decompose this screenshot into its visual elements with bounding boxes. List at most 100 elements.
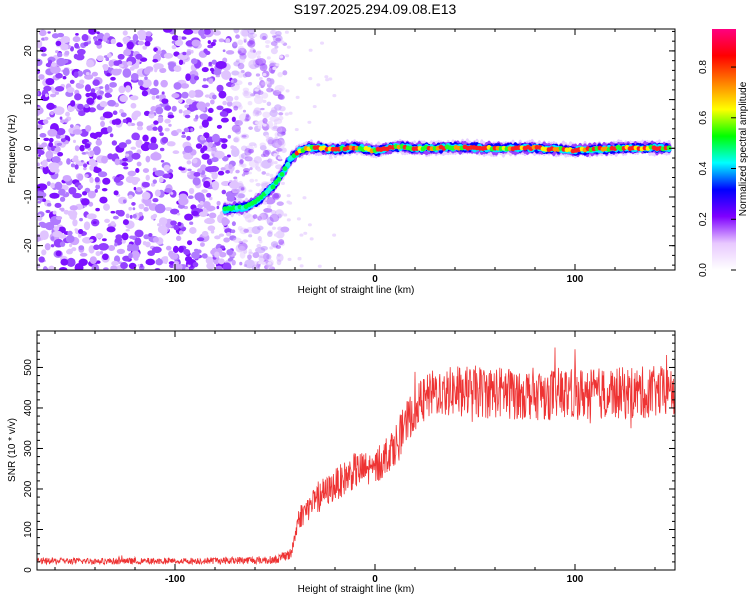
spectrogram-noise-blob (261, 81, 268, 86)
spectrogram-noise-blob (171, 44, 177, 50)
spectrogram-noise-blob (261, 159, 272, 169)
spectrogram-noise-blob (160, 159, 165, 163)
spectrogram-noise-blob (125, 213, 130, 219)
spectrogram-noise-blob (264, 40, 271, 44)
spectrogram-noise-blob (248, 234, 253, 238)
spectrogram-noise-blob (221, 70, 232, 80)
spectrogram-noise-blob (238, 154, 245, 161)
spectrogram-noise-blob (103, 203, 110, 211)
spectrogram-noise-blob (168, 250, 174, 258)
spectrogram-noise-blob (52, 230, 63, 238)
spectrogram-noise-blob (136, 121, 144, 127)
spectrogram-noise-blob (281, 147, 287, 153)
spectrogram-noise-blob (114, 118, 122, 125)
spectrogram-noise-blob (206, 192, 212, 198)
spectrogram-noise-blob (207, 107, 214, 114)
spectrogram-noise-blob (244, 148, 252, 156)
spectrogram-noise-blob (247, 148, 251, 153)
colorbar-tick-label: 0.6 (698, 110, 709, 124)
spectrogram-noise-blob (173, 65, 182, 72)
spectrogram-noise-blob (171, 40, 176, 44)
spectrogram-noise-blob (302, 196, 307, 200)
spectrogram-noise-blob (129, 95, 139, 101)
spectrogram-noise-blob (74, 93, 82, 101)
spectrogram-noise-blob (278, 115, 284, 121)
spectrogram-noise-blob (230, 229, 236, 234)
spectrogram-noise-blob (262, 35, 267, 40)
spectrogram-noise-blob (248, 37, 255, 45)
spectrogram-noise-blob (38, 256, 45, 263)
spectrogram-noise-blob (58, 266, 68, 270)
spectrogram-noise-blob (272, 66, 277, 70)
spectrogram-noise-blob (91, 71, 99, 77)
spectrogram-noise-blob (54, 181, 63, 191)
spectrogram-noise-blob (241, 173, 246, 177)
spectrogram-noise-blob (264, 265, 269, 270)
snr-ytick-label: 500 (23, 359, 34, 376)
spectrogram-noise-blob (205, 50, 211, 56)
spectrogram-noise-blob (84, 174, 89, 178)
spectrogram-noise-blob (49, 192, 60, 199)
spectrogram-noise-blob (197, 195, 206, 204)
spectrogram-noise-blob (149, 87, 160, 96)
spectrogram-noise-blob (249, 64, 257, 70)
spectrogram-noise-blob (246, 226, 255, 234)
spectrogram-noise-blob (92, 221, 97, 225)
spectrogram-noise-blob (193, 171, 201, 177)
spectrogram-noise-blob (38, 74, 45, 80)
spectrogram-noise-blob (125, 139, 132, 145)
spectrogram-noise-blob (254, 179, 258, 182)
spectrogram-noise-blob (257, 235, 262, 242)
spectrogram-noise-blob (162, 173, 171, 179)
spectrogram-noise-blob (120, 112, 127, 118)
spectrogram-noise-blob (253, 156, 262, 164)
spectrogram-noise-blob (107, 244, 116, 252)
spectrogram-noise-blob (121, 232, 129, 241)
spectrogram-noise-blob (247, 40, 256, 48)
spectrogram-noise-blob (259, 161, 268, 168)
spectrogram-noise-blob (230, 82, 240, 91)
spectrogram-noise-blob (37, 39, 43, 49)
spectrogram-noise-blob (186, 50, 192, 56)
spectrogram-noise-blob (237, 226, 243, 231)
spectrogram-noise-blob (122, 118, 127, 124)
spectrogram-noise-blob (218, 90, 227, 99)
snr-ytick-label: 400 (23, 399, 34, 416)
spectrogram-noise-blob (233, 136, 240, 143)
spectrogram-noise-blob (244, 156, 253, 162)
spectrogram-noise-blob (181, 134, 187, 138)
spectrogram-noise-blob (82, 163, 88, 168)
spectrogram-noise-blob (214, 235, 221, 240)
spectrogram-noise-blob (256, 85, 261, 89)
spectrogram-noise-blob (244, 214, 256, 223)
spectrogram-noise-blob (272, 243, 279, 249)
spectrogram-noise-blob (190, 128, 194, 132)
spectrogram-noise-blob (212, 39, 217, 43)
spectrogram-noise-blob (150, 136, 157, 144)
spectrogram-noise-blob (102, 64, 109, 71)
spectrogram-noise-blob (245, 114, 251, 122)
spectrogram-noise-blob (126, 61, 133, 66)
spectrogram-noise-blob (255, 182, 261, 187)
spectrogram-noise-blob (255, 57, 267, 66)
spectrogram-noise-blob (276, 140, 283, 146)
spectrogram-noise-blob (110, 221, 116, 226)
spectrogram-noise-blob (256, 55, 261, 59)
spectrogram-noise-blob (54, 86, 65, 92)
spectrogram-noise-blob (272, 89, 282, 96)
spectrogram-noise-blob (235, 59, 240, 63)
spectrogram-noise-blob (74, 145, 80, 152)
spectrogram-noise-blob (256, 263, 261, 268)
spectrogram-noise-blob (267, 136, 274, 146)
spectrogram-noise-blob (220, 117, 229, 123)
spectrogram-noise-blob (262, 123, 267, 127)
spectrogram-noise-blob (269, 246, 274, 250)
spectrogram-noise-blob (248, 189, 253, 193)
spectrogram-noise-blob (195, 143, 203, 149)
spectrogram-noise-blob (256, 244, 262, 249)
spectrogram-noise-blob (262, 99, 267, 103)
spectrogram-noise-blob (104, 92, 111, 98)
snr-xtick-label: 0 (372, 574, 378, 585)
spectrogram-noise-blob (48, 265, 55, 270)
spectrogram-noise-blob (222, 100, 228, 106)
